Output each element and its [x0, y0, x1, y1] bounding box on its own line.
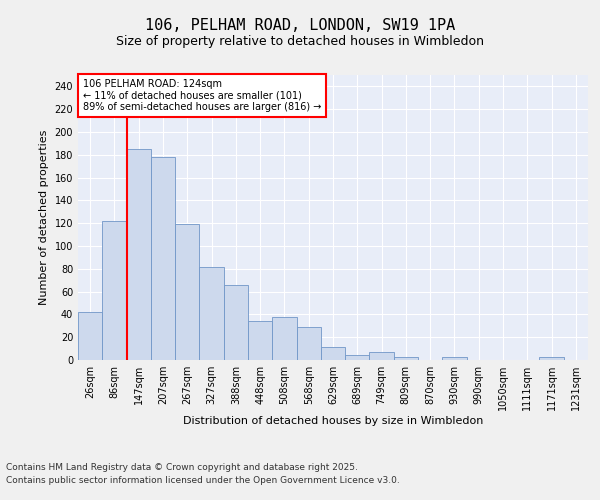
- Text: Contains HM Land Registry data © Crown copyright and database right 2025.: Contains HM Land Registry data © Crown c…: [6, 464, 358, 472]
- Bar: [78, 312, 102, 360]
- Bar: [175, 224, 199, 360]
- Bar: [296, 327, 321, 360]
- Bar: [370, 352, 394, 360]
- Bar: [102, 221, 127, 360]
- Bar: [127, 149, 151, 360]
- Bar: [442, 356, 467, 360]
- Bar: [224, 285, 248, 360]
- Bar: [199, 266, 224, 360]
- Bar: [539, 356, 564, 360]
- Text: 106 PELHAM ROAD: 124sqm
← 11% of detached houses are smaller (101)
89% of semi-d: 106 PELHAM ROAD: 124sqm ← 11% of detache…: [83, 80, 322, 112]
- Bar: [345, 356, 370, 360]
- Text: Contains public sector information licensed under the Open Government Licence v3: Contains public sector information licen…: [6, 476, 400, 485]
- Text: 106, PELHAM ROAD, LONDON, SW19 1PA: 106, PELHAM ROAD, LONDON, SW19 1PA: [145, 18, 455, 32]
- Bar: [248, 321, 272, 360]
- Bar: [151, 157, 175, 360]
- Bar: [272, 316, 296, 360]
- Bar: [321, 348, 345, 360]
- Text: Size of property relative to detached houses in Wimbledon: Size of property relative to detached ho…: [116, 35, 484, 48]
- X-axis label: Distribution of detached houses by size in Wimbledon: Distribution of detached houses by size …: [183, 416, 483, 426]
- Y-axis label: Number of detached properties: Number of detached properties: [39, 130, 49, 305]
- Bar: [394, 356, 418, 360]
